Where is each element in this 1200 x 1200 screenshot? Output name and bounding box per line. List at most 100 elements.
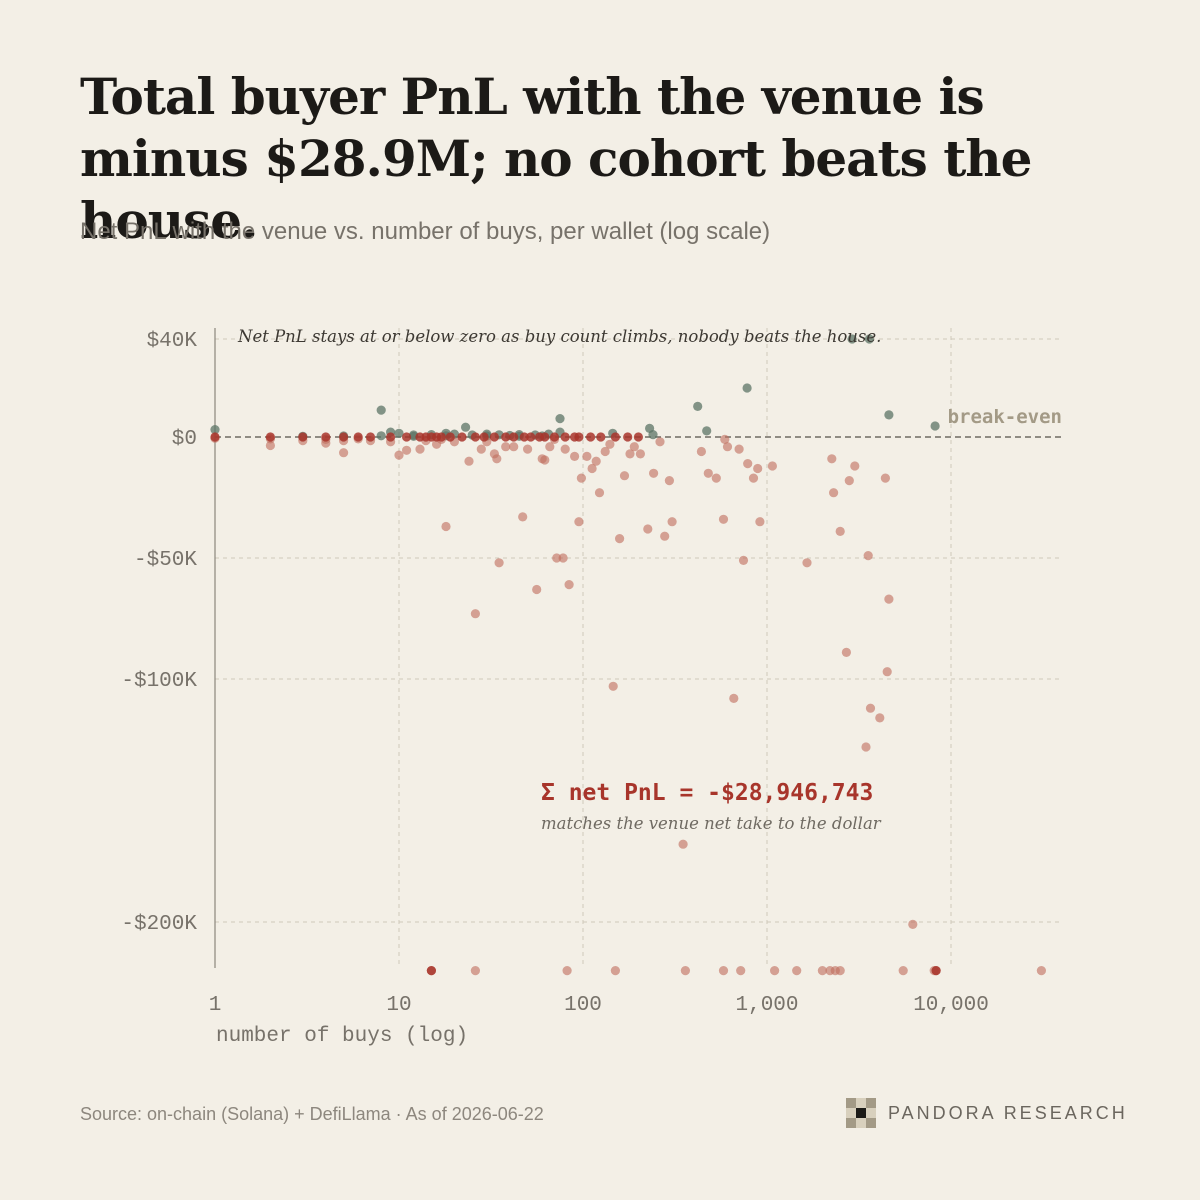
loss-point bbox=[738, 555, 749, 566]
loss-point bbox=[722, 442, 733, 452]
loss-point bbox=[540, 455, 550, 465]
loss-point bbox=[817, 966, 828, 976]
loss-point bbox=[570, 451, 580, 461]
loss-point-dark bbox=[596, 432, 606, 442]
loss-point-dark bbox=[402, 432, 412, 442]
loss-point bbox=[587, 463, 597, 474]
y-tick-label: $0 bbox=[172, 428, 197, 451]
loss-point-dark bbox=[519, 432, 529, 442]
loss-point bbox=[827, 454, 837, 464]
loss-point bbox=[518, 512, 528, 522]
loss-point bbox=[494, 558, 504, 568]
loss-point-dark bbox=[386, 432, 396, 442]
loss-point bbox=[729, 693, 739, 704]
loss-point bbox=[767, 461, 778, 471]
gain-point bbox=[693, 401, 703, 411]
loss-point-dark bbox=[457, 432, 467, 442]
loss-point bbox=[908, 919, 918, 930]
loss-point bbox=[734, 444, 744, 454]
loss-point-dark bbox=[426, 966, 436, 976]
loss-point bbox=[523, 444, 533, 454]
loss-point-dark bbox=[365, 432, 376, 442]
loss-point-dark bbox=[210, 432, 220, 442]
loss-point bbox=[564, 580, 574, 590]
y-tick-label: -$200K bbox=[121, 913, 197, 936]
loss-point bbox=[865, 703, 876, 713]
loss-point bbox=[875, 713, 885, 723]
gain-point bbox=[394, 428, 404, 438]
loss-point-dark bbox=[526, 432, 536, 442]
loss-point bbox=[576, 473, 587, 483]
loss-point-dark bbox=[560, 432, 570, 442]
loss-point bbox=[664, 476, 675, 486]
loss-point-dark bbox=[298, 432, 308, 442]
source-note: Source: on-chain (Solana) + DefiLlama · … bbox=[80, 1104, 544, 1124]
loss-point bbox=[884, 594, 894, 604]
loss-point bbox=[629, 442, 639, 452]
loss-point bbox=[545, 442, 555, 452]
loss-point-dark bbox=[574, 432, 584, 442]
loss-point bbox=[605, 439, 615, 449]
gain-point bbox=[847, 334, 857, 344]
loss-point bbox=[509, 442, 519, 452]
loss-point bbox=[655, 437, 665, 447]
loss-point bbox=[748, 473, 759, 483]
loss-point bbox=[394, 450, 404, 460]
loss-point bbox=[635, 449, 646, 459]
chart-ticks: $40K $0 -$50K -$100K -$200K 1 10 100 1,000 10,000 bbox=[121, 330, 988, 1017]
gain-point bbox=[555, 414, 565, 424]
loss-point-dark bbox=[931, 966, 941, 976]
top-annotation: Net PnL stays at or below zero as buy co… bbox=[237, 327, 881, 346]
loss-point bbox=[643, 524, 653, 534]
loss-point bbox=[755, 517, 765, 527]
loss-point bbox=[625, 449, 635, 459]
loss-point bbox=[835, 526, 845, 537]
total-pnl-sublabel: matches the venue net take to the dollar bbox=[541, 814, 882, 833]
loss-point-dark bbox=[623, 432, 633, 442]
gain-point bbox=[864, 334, 875, 344]
loss-point bbox=[720, 434, 730, 444]
loss-point-dark bbox=[353, 432, 363, 442]
loss-point bbox=[470, 966, 480, 976]
page-title: Total buyer PnL with the venue is minus … bbox=[80, 67, 1032, 250]
loss-point bbox=[1036, 966, 1046, 976]
loss-point bbox=[441, 521, 451, 532]
loss-point bbox=[608, 681, 618, 691]
loss-point bbox=[582, 451, 592, 461]
loss-point bbox=[770, 966, 780, 976]
y-tick-label: -$50K bbox=[134, 549, 197, 572]
loss-point-dark bbox=[321, 432, 331, 442]
x-axis-title: number of buys (log) bbox=[216, 1025, 468, 1048]
gain-point bbox=[742, 383, 752, 393]
loss-point bbox=[863, 551, 873, 561]
loss-point-dark bbox=[586, 432, 596, 442]
y-tick-label: -$100K bbox=[121, 670, 197, 693]
loss-point bbox=[703, 468, 713, 478]
x-tick-label: 10,000 bbox=[913, 994, 989, 1017]
loss-point bbox=[402, 445, 412, 455]
loss-point bbox=[667, 517, 677, 527]
loss-point bbox=[841, 647, 852, 658]
page-subtitle: Net PnL with the venue vs. number of buy… bbox=[80, 218, 771, 245]
loss-point bbox=[850, 461, 860, 471]
loss-point bbox=[736, 966, 746, 976]
loss-point bbox=[615, 534, 625, 544]
loss-point bbox=[844, 476, 854, 486]
loss-point bbox=[696, 446, 707, 457]
loss-point bbox=[591, 456, 601, 466]
loss-point bbox=[594, 488, 605, 498]
loss-point bbox=[678, 839, 688, 849]
gain-point bbox=[702, 426, 712, 436]
scatter-chart: $40K $0 -$50K -$100K -$200K 1 10 100 1,000 10,000… bbox=[121, 327, 1062, 1048]
gain-point bbox=[376, 431, 386, 441]
loss-point bbox=[753, 463, 763, 474]
loss-point bbox=[339, 448, 349, 458]
gain-point bbox=[648, 430, 658, 440]
gain-point bbox=[210, 425, 220, 435]
chart-points bbox=[210, 334, 1046, 976]
total-pnl-label: Σ net PnL = -$28,946,743 bbox=[541, 780, 873, 806]
loss-point bbox=[829, 488, 839, 498]
loss-point bbox=[464, 456, 474, 466]
loss-point bbox=[600, 446, 610, 457]
loss-point-dark bbox=[501, 432, 511, 442]
